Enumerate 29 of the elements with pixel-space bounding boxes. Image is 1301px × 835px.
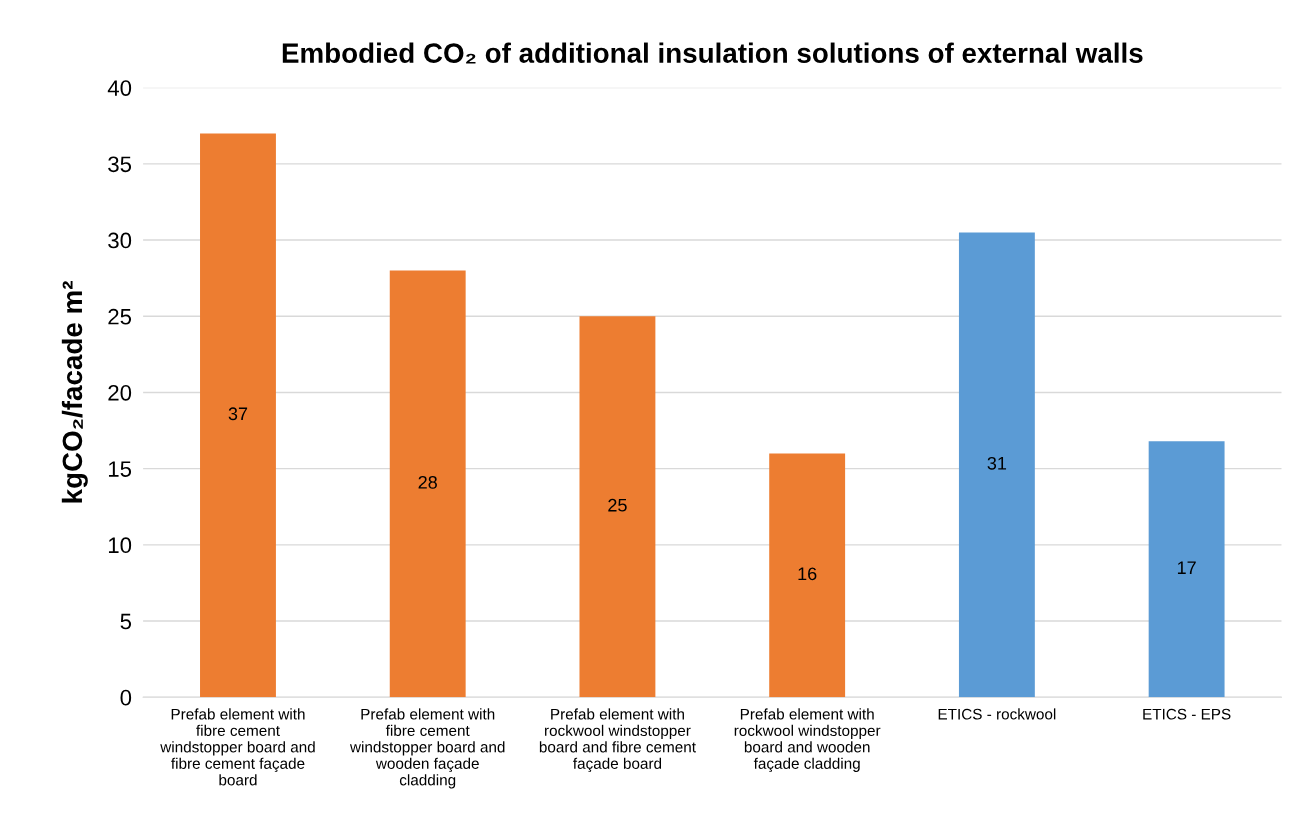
data-label: 28 [418,475,437,489]
bar [958,232,1035,698]
y-tick-label: 40 [107,80,132,96]
y-axis-title: kgCO₂/facade m² [61,281,88,503]
bar [389,270,466,698]
y-tick-label: 35 [108,156,132,173]
data-label: 25 [608,498,627,512]
data-label: 31 [987,456,1007,470]
x-tick-label: Prefab element with rockwool windstopper board and fibre cement façade board [539,708,696,773]
y-tick-label: 30 [108,232,132,249]
y-tick-label: 15 [108,461,132,477]
data-label: 17 [1177,561,1196,574]
y-tick-label: 10 [108,537,132,554]
x-tick-label: Prefab element with rockwool windstopper board and wooden façade cladding [734,708,881,773]
y-tick-label: 5 [120,613,132,630]
bar [200,133,276,698]
y-tick-label: 0 [120,689,132,706]
bar [579,316,656,698]
data-label: 16 [798,567,817,581]
x-tick-label: ETICS - EPS [1143,708,1231,720]
bar [769,453,846,698]
bar [1148,441,1225,698]
y-tick-label: 20 [108,384,132,401]
x-tick-label: Prefab element with fibre cement windstopper board and wooden façade cladding [349,708,505,789]
x-tick-label: ETICS - rockwool [938,708,1056,720]
chart-title: Embodied CO₂ of additional insulation solutions of external walls [282,42,1143,64]
x-tick-label: Prefab element with fibre cement windstopper board and fibre cement façade board [160,708,315,786]
data-label: 37 [228,407,248,421]
y-tick-label: 25 [108,308,132,325]
